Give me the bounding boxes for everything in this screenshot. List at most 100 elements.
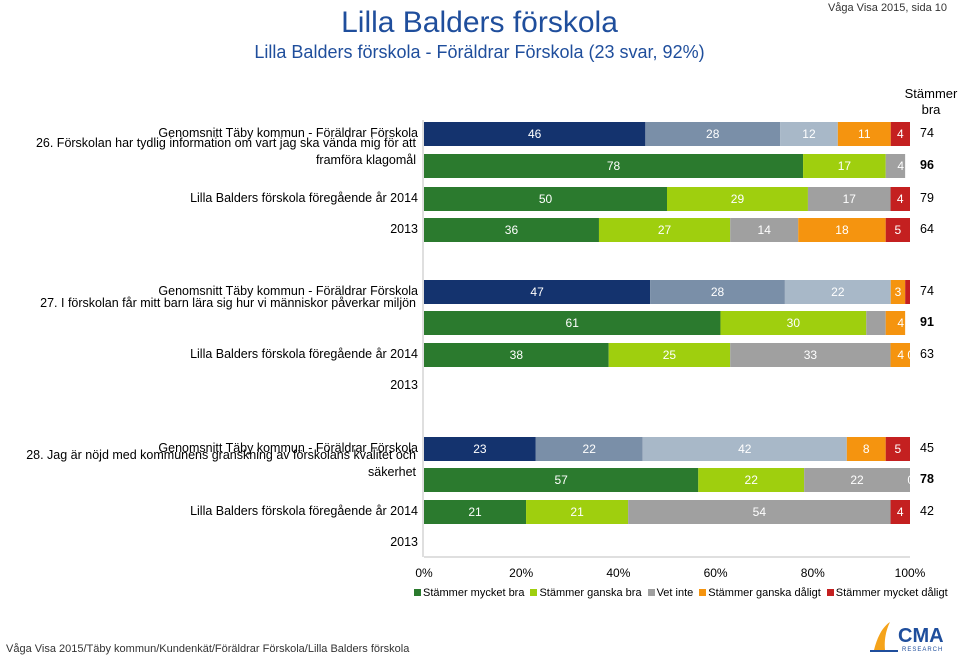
bar-segment [866, 311, 886, 335]
bar-value-label: 54 [753, 505, 767, 519]
bar-segment [424, 122, 646, 146]
legend-item: Stämmer ganska dåligt [699, 587, 821, 599]
row-label: Lilla Balders förskola föregående år 201… [190, 504, 418, 518]
row-total: 45 [920, 441, 934, 455]
row-label: Genomsnitt Täby kommun - Föräldrar Försk… [158, 284, 418, 298]
x-tick-label: 100% [894, 566, 926, 580]
bar-value-label: 38 [510, 348, 524, 362]
row-total: 74 [920, 126, 934, 140]
bar-segment [424, 500, 527, 524]
row-label: 2013 [390, 535, 418, 549]
bar-segment [890, 280, 906, 304]
bar-value-label: 5 [895, 223, 902, 237]
legend-swatch [826, 589, 834, 596]
legend-label: Stämmer mycket bra [423, 587, 525, 599]
bar-segment [803, 154, 886, 178]
bar-value-label: 28 [711, 285, 725, 299]
legend-item: Stämmer mycket bra [414, 587, 524, 599]
bar-tail-label: 0 [907, 473, 914, 487]
bar-segment [846, 437, 886, 461]
question-label: 28. Jag är nöjd med kommunens granskning… [26, 448, 416, 479]
bar-segment [667, 187, 808, 211]
bar-value-label: 11 [858, 127, 871, 141]
bar-value-label: 22 [850, 473, 864, 487]
report-title-wrap: Lilla Balders förskola [0, 4, 959, 42]
bar-segment [424, 311, 721, 335]
bar-tail-label: 4 0 [897, 159, 914, 173]
bar-segment [890, 500, 910, 524]
bar-segment [424, 154, 804, 178]
legend-label: Stämmer ganska dåligt [708, 587, 821, 599]
row-label: 2013 [390, 378, 418, 392]
row-total: 96 [920, 158, 934, 172]
row-total: 78 [920, 472, 934, 486]
bar-segment [720, 311, 867, 335]
bar-value-label: 22 [745, 473, 759, 487]
bar-value-label: 21 [468, 505, 482, 519]
question-label: 26. Förskolan har tydlig information om … [35, 136, 416, 167]
legend-item: Vet inte [647, 587, 694, 599]
bar-segment [424, 343, 609, 367]
x-tick-label: 80% [800, 566, 825, 580]
row-total: 63 [920, 347, 934, 361]
bar-segment [807, 187, 891, 211]
bar-segment [526, 500, 629, 524]
legend-label: Vet inte [656, 587, 694, 599]
column-header-stammer-bra: Stämmer bra [904, 86, 958, 117]
bar-value-label: 47 [530, 285, 544, 299]
bar-segment [890, 122, 910, 146]
bar-value-label: 3 [895, 285, 902, 299]
x-tick-label: 60% [703, 566, 728, 580]
row-total: 74 [920, 284, 934, 298]
bar-value-label: 22 [583, 442, 597, 456]
bar-value-label: 25 [663, 348, 677, 362]
bar-value-label: 61 [566, 316, 580, 330]
bar-segment [890, 343, 910, 367]
x-tick-label: 40% [606, 566, 631, 580]
cma-research-logo: CMA RESEARCH [868, 620, 956, 654]
page-subtitle: Lilla Balders förskola - Föräldrar Försk… [254, 42, 705, 62]
bar-segment [598, 218, 731, 242]
bar-tail-label: 4 0 [897, 316, 914, 330]
bar-value-label: 30 [787, 316, 801, 330]
bar-segment [804, 468, 910, 492]
bar-segment [645, 122, 781, 146]
bar-value-label: 17 [838, 159, 852, 173]
row-label: Lilla Balders förskola föregående år 201… [190, 347, 418, 361]
footer-path: Våga Visa 2015/Täby kommun/Kundenkät/För… [6, 643, 410, 655]
bar-value-label: 8 [863, 442, 870, 456]
question-label: 27. I förskolan får mitt barn lära sig h… [40, 296, 416, 310]
bar-value-label: 4 [897, 505, 904, 519]
row-total: 79 [920, 191, 934, 205]
bar-segment [424, 437, 536, 461]
bar-value-label: 36 [505, 223, 519, 237]
bar-segment [650, 280, 785, 304]
bar-value-label: 5 [895, 442, 902, 456]
bar-segment [698, 468, 805, 492]
bar-segment [535, 437, 643, 461]
x-tick-label: 20% [509, 566, 534, 580]
bar-segment [424, 218, 599, 242]
bar-segment [424, 187, 667, 211]
logo-text: CMA [898, 625, 944, 647]
bar-value-label: 12 [802, 127, 816, 141]
x-tick-label: 0% [415, 566, 433, 580]
row-label: Lilla Balders förskola föregående år 201… [190, 191, 418, 205]
legend-swatch [699, 589, 707, 596]
chart-legend: Stämmer mycket bra Stämmer ganska bra Vet … [414, 587, 948, 599]
row-label: Genomsnitt Täby kommun - Föräldrar Försk… [158, 126, 418, 140]
bar-segment [885, 154, 906, 178]
bar-segment [642, 437, 847, 461]
bar-value-label: 18 [835, 223, 849, 237]
legend-swatch [414, 589, 421, 596]
bar-segment [890, 187, 910, 211]
bar-segment [885, 437, 910, 461]
row-total: 42 [920, 504, 934, 518]
bar-segment [905, 280, 910, 304]
bar-value-label: 21 [570, 505, 584, 519]
bar-segment [730, 218, 799, 242]
bar-segment [780, 122, 838, 146]
legend-label: Stämmer ganska bra [539, 587, 642, 599]
page-reference: Våga Visa 2015, sida 10 [827, 2, 947, 14]
